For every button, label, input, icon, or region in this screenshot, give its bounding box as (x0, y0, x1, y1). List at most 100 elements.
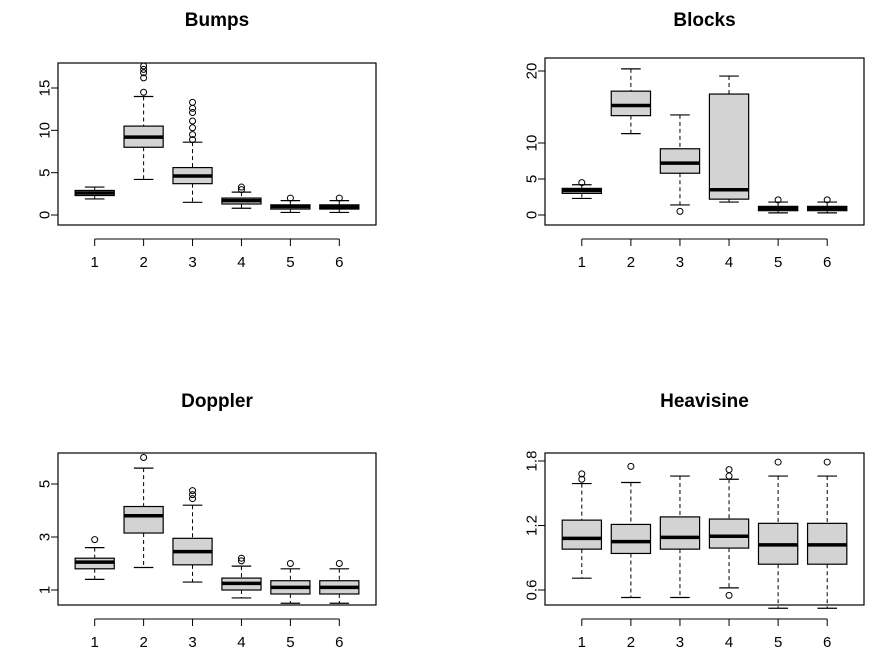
outlier-point (725, 466, 733, 474)
box-2 (123, 454, 164, 569)
x-tick-label: 3 (188, 634, 196, 651)
outlier-point (189, 104, 197, 112)
x-tick-label: 1 (91, 254, 99, 271)
outlier-point (578, 475, 586, 483)
plot-frame (57, 62, 377, 226)
outlier-point (189, 109, 197, 117)
box-3 (659, 475, 701, 599)
outlier-point (140, 74, 148, 82)
outlier-point (578, 179, 586, 187)
y-tick-label: 0 (37, 211, 54, 219)
outlier-point (189, 491, 197, 499)
outlier-point (189, 117, 197, 125)
y-tick-label: 10 (37, 122, 54, 139)
iqr-box (659, 148, 701, 174)
y-tick-label: 1.8 (524, 451, 541, 472)
box-4 (221, 183, 262, 209)
outlier-point (627, 462, 635, 470)
outlier-point (823, 458, 831, 466)
outlier-point (335, 194, 343, 202)
outlier-point (189, 495, 197, 503)
box-5 (270, 560, 311, 604)
plot-frame (544, 57, 865, 226)
outlier-point (237, 183, 245, 191)
x-tick-label: 4 (237, 634, 245, 651)
box-6 (806, 196, 848, 214)
iqr-box (123, 505, 164, 534)
y-tick-label: 5 (524, 175, 541, 183)
x-tick-label: 1 (91, 634, 99, 651)
outlier-point (189, 124, 197, 132)
outlier-point (189, 131, 197, 139)
y-tick-label: 0 (524, 211, 541, 219)
outlier-point (140, 69, 148, 77)
outlier-point (140, 62, 148, 70)
outlier-point (725, 591, 733, 599)
x-tick-label: 2 (627, 254, 635, 271)
box-5 (757, 196, 799, 214)
panel-title: Doppler (181, 391, 253, 412)
iqr-box (708, 93, 750, 200)
y-tick-label: 1 (37, 586, 54, 594)
x-tick-label: 4 (725, 634, 733, 651)
x-tick-label: 4 (725, 254, 733, 271)
y-tick-label: 5 (37, 480, 54, 488)
panel-blocks: Blocks 0 5 10 20 1 2 3 4 5 6 (524, 10, 865, 271)
x-tick-label: 2 (627, 634, 635, 651)
outlier-point (140, 454, 148, 461)
iqr-box (561, 519, 603, 550)
x-tick-label: 3 (188, 254, 196, 271)
outlier-point (725, 472, 733, 480)
outlier-point (189, 98, 197, 106)
outlier-point (189, 487, 197, 495)
panel-title: Heavisine (660, 391, 749, 412)
outlier-point (91, 536, 99, 544)
iqr-box (659, 516, 701, 550)
x-tick-label: 3 (676, 254, 684, 271)
x-tick-label: 5 (286, 254, 294, 271)
panel-bumps: Bumps 0 5 10 15 1 2 3 4 5 6 (37, 10, 377, 271)
x-tick-label: 2 (139, 254, 147, 271)
y-tick-label: 10 (524, 135, 541, 152)
y-tick-label: 1.2 (524, 515, 541, 536)
y-tick-label: 15 (37, 80, 54, 97)
iqr-box (610, 90, 652, 117)
panel-heavisine: Heavisine 0.6 1.2 1.8 1 2 3 4 5 6 (524, 391, 865, 651)
x-tick-label: 6 (823, 254, 831, 271)
x-tick-label: 1 (578, 254, 586, 271)
outlier-point (578, 470, 586, 478)
outlier-point (676, 207, 684, 215)
outlier-point (335, 560, 343, 567)
box-6 (319, 194, 360, 214)
box-4 (708, 75, 750, 203)
x-tick-label: 5 (774, 254, 782, 271)
box-1 (561, 470, 603, 579)
x-tick-label: 3 (676, 634, 684, 651)
y-tick-label: 5 (37, 168, 54, 176)
iqr-box (610, 523, 652, 555)
box-1 (561, 179, 603, 200)
box-1 (74, 536, 115, 581)
box-1 (74, 186, 115, 200)
x-tick-label: 5 (774, 634, 782, 651)
box-3 (172, 98, 213, 203)
panel-title: Blocks (673, 10, 735, 31)
y-tick-label: 20 (524, 63, 541, 80)
box-5 (270, 194, 311, 214)
x-tick-label: 4 (237, 254, 245, 271)
y-tick-label: 0.6 (524, 580, 541, 601)
x-tick-label: 1 (578, 634, 586, 651)
box-5 (757, 458, 799, 609)
box-2 (610, 68, 652, 135)
box-2 (610, 462, 652, 599)
outlier-point (140, 88, 148, 96)
box-6 (806, 458, 848, 609)
box-6 (319, 560, 360, 604)
outlier-point (774, 196, 782, 204)
box-4 (221, 554, 262, 599)
outlier-point (140, 65, 148, 73)
box-3 (659, 114, 701, 215)
outlier-point (189, 136, 197, 144)
outlier-point (286, 560, 294, 567)
outlier-point (237, 557, 245, 565)
